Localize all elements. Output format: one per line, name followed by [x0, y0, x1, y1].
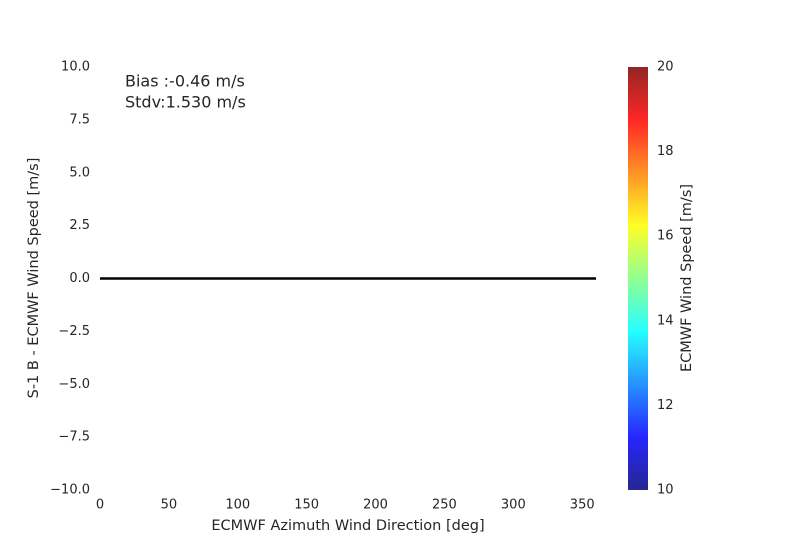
x-tick-label: 100 — [225, 498, 250, 513]
x-tick-label: 0 — [96, 498, 104, 513]
y-tick-label: −7.5 — [58, 430, 90, 445]
x-tick-label: 250 — [432, 498, 457, 513]
y-tick-label: −5.0 — [58, 377, 90, 392]
colorbar-label: ECMWF Wind Speed [m/s] — [679, 184, 695, 372]
colorbar — [628, 67, 648, 490]
x-tick-label: 200 — [363, 498, 388, 513]
x-tick-label: 50 — [161, 498, 178, 513]
colorbar-tick-label: 16 — [657, 229, 674, 244]
y-tick-label: 0.0 — [69, 271, 90, 286]
colorbar-tick-label: 14 — [657, 313, 674, 328]
colorbar-tick-label: 10 — [657, 483, 674, 498]
colorbar-tick-label: 20 — [657, 60, 674, 75]
y-tick-label: 10.0 — [61, 60, 90, 75]
annotation: Bias :-0.46 m/s — [125, 72, 245, 91]
x-axis-label: ECMWF Azimuth Wind Direction [deg] — [211, 518, 484, 534]
y-tick-label: −10.0 — [50, 483, 90, 498]
y-tick-label: 7.5 — [69, 112, 90, 127]
y-axis-label: S-1 B - ECMWF Wind Speed [m/s] — [26, 158, 42, 399]
colorbar-tick-label: 12 — [657, 398, 674, 413]
y-tick-label: 5.0 — [69, 165, 90, 180]
y-tick-label: −2.5 — [58, 324, 90, 339]
colorbar-tick-label: 18 — [657, 144, 674, 159]
y-tick-label: 2.5 — [69, 218, 90, 233]
x-tick-label: 150 — [294, 498, 319, 513]
annotation: Stdv:1.530 m/s — [125, 93, 246, 112]
x-tick-label: 300 — [501, 498, 526, 513]
x-tick-label: 350 — [570, 498, 595, 513]
